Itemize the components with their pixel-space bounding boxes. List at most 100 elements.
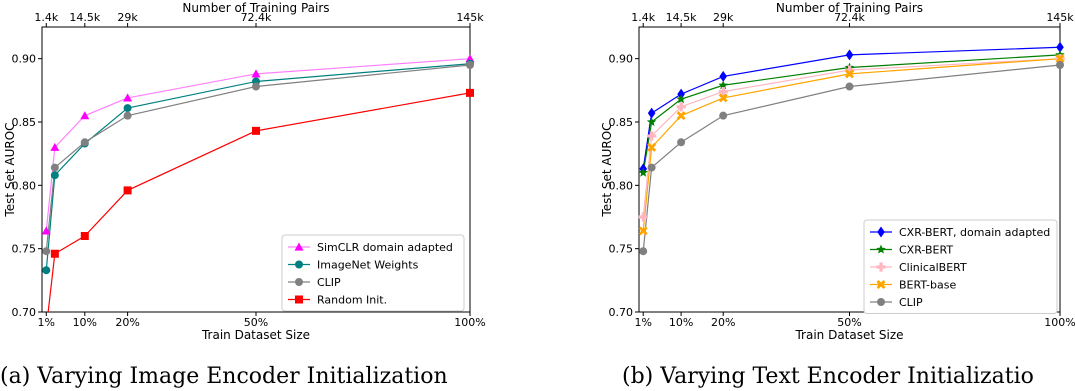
- data-point: [1055, 54, 1065, 64]
- data-point: [677, 138, 686, 147]
- top-x-tick-label: 14.5k: [69, 11, 100, 24]
- legend-frame: [863, 219, 1058, 314]
- x-tick-label: 50%: [837, 316, 861, 329]
- data-point: [639, 247, 648, 256]
- y-tick-label: 0.75: [609, 243, 634, 256]
- plot-area: [45, 58, 470, 312]
- legend-entry: CXR-BERT, domain adapted: [899, 226, 1050, 239]
- y-axis-label: Test Set AUROC: [600, 122, 614, 217]
- x-axis-label: Train Dataset Size: [794, 328, 903, 342]
- legend-entry: CLIP: [899, 296, 923, 309]
- legend-marker: [295, 278, 303, 286]
- x-tick-label: 20%: [115, 316, 139, 329]
- top-x-tick-label: 72.4k: [241, 11, 272, 24]
- legend-entry: BERT-base: [899, 279, 956, 292]
- data-point: [252, 126, 260, 135]
- chart-panel-b: 0.70 0.75 0.80 0.85 0.90 1% 10% 20% 50% 100% 1.4k 1…: [600, 1, 1075, 389]
- data-point: [647, 107, 656, 119]
- y-tick-label: 0.90: [609, 53, 634, 66]
- data-point: [252, 82, 260, 91]
- data-point: [718, 80, 728, 90]
- data-point: [676, 111, 686, 121]
- data-point: [638, 167, 648, 177]
- markers-layer: [638, 41, 1065, 256]
- y-tick-label: 0.85: [12, 116, 37, 129]
- y-tick-label: 0.70: [609, 306, 634, 319]
- x-tick-label: 10%: [73, 316, 97, 329]
- y-axis-label: Test Set AUROC: [3, 122, 17, 217]
- top-x-axis-label: Number of Training Pairs: [182, 1, 329, 15]
- top-x-tick-label: 145k: [456, 11, 484, 24]
- data-point: [638, 226, 648, 236]
- data-point: [719, 111, 728, 120]
- chart-panel-a: 0.70 0.75 0.80 0.85 0.90 1% 10% 20% 50% 100% 1.4k 1…: [0, 1, 486, 389]
- data-point: [845, 65, 855, 75]
- top-x-tick-label: 14.5k: [666, 11, 697, 24]
- x-tick-label: 1%: [634, 316, 651, 329]
- x-tick-label: 1%: [38, 316, 55, 329]
- legend-marker: [877, 298, 885, 306]
- data-point: [646, 117, 657, 127]
- top-x-tick-label: 72.4k: [834, 11, 865, 24]
- data-point: [676, 94, 686, 104]
- data-point: [845, 82, 854, 91]
- x-tick-label: 10%: [669, 316, 693, 329]
- top-x-tick-label: 1.4k: [631, 11, 655, 24]
- data-point: [466, 88, 474, 97]
- data-point: [647, 142, 657, 152]
- data-point: [42, 266, 51, 275]
- series-line: [642, 46, 1060, 169]
- data-point: [647, 131, 657, 141]
- data-point: [466, 61, 474, 69]
- figure-caption: (a) Varying Image Encoder Initialization: [0, 364, 448, 389]
- series-line: [642, 54, 1060, 173]
- data-point: [80, 111, 90, 120]
- data-point: [845, 69, 854, 79]
- series-line: [642, 58, 1060, 231]
- legend-entry: SimCLR domain adapted: [317, 241, 453, 254]
- data-point: [1056, 61, 1064, 69]
- x-tick-label: 20%: [711, 316, 735, 329]
- legend: SimCLR domain adapted ImageNet Weights CLI…: [281, 234, 465, 312]
- legend-marker: [876, 262, 886, 272]
- y-tick-label: 0.80: [609, 179, 634, 192]
- data-point: [123, 111, 132, 120]
- legend-marker: [294, 242, 304, 251]
- data-point: [718, 93, 728, 103]
- legend-entry: ImageNet Weights: [317, 259, 419, 272]
- legend-marker: [295, 295, 303, 304]
- data-point: [42, 247, 51, 256]
- data-point: [638, 212, 648, 222]
- x-axis-label: Train Dataset Size: [201, 328, 310, 342]
- legend-marker: [876, 244, 886, 254]
- data-point: [123, 186, 132, 195]
- top-x-tick-label: 29k: [117, 11, 138, 24]
- data-point: [123, 104, 132, 113]
- data-point: [465, 54, 475, 63]
- top-x-tick-label: 1.4k: [34, 11, 58, 24]
- x-tick-label: 100%: [1044, 316, 1075, 329]
- series-line: [45, 63, 470, 271]
- x-tick-label: 50%: [244, 316, 268, 329]
- top-x-tick-label: 29k: [713, 11, 734, 24]
- data-point: [80, 232, 89, 240]
- top-x-tick-label: 145k: [1046, 11, 1074, 24]
- legend-entry: CXR-BERT: [899, 244, 953, 257]
- data-point: [719, 70, 727, 82]
- y-tick-label: 0.90: [12, 53, 37, 66]
- data-point: [676, 102, 686, 112]
- y-tick-label: 0.70: [12, 306, 37, 319]
- data-point: [50, 142, 60, 151]
- series-line: [45, 64, 470, 252]
- legend-marker: [295, 260, 303, 269]
- y-tick-label: 0.80: [12, 179, 37, 192]
- data-point: [647, 163, 656, 172]
- data-point: [677, 88, 685, 100]
- markers-layer: [41, 54, 475, 275]
- data-point: [41, 226, 51, 235]
- data-point: [251, 69, 261, 78]
- y-tick-label: 0.85: [609, 116, 634, 129]
- data-point: [80, 138, 89, 147]
- legend-marker: [876, 280, 886, 289]
